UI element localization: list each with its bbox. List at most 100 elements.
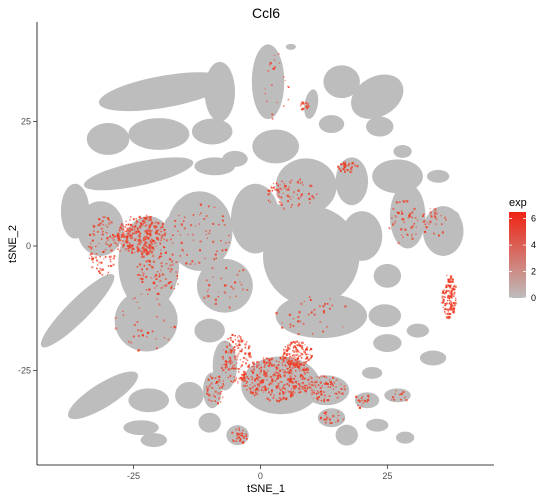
expressing-cell-point: [295, 362, 297, 365]
expressing-cell-point: [208, 398, 211, 401]
expressing-cell-point: [243, 377, 246, 380]
expressing-cell-point: [343, 385, 346, 388]
expressing-cell-point: [262, 379, 265, 382]
expressing-cell-point: [449, 302, 451, 304]
expressing-cell-point: [163, 246, 166, 249]
expressing-cell-point: [277, 195, 280, 198]
expressing-cell-point: [224, 366, 227, 369]
expressing-cell-point: [274, 374, 277, 377]
expressing-cell-point: [276, 377, 279, 380]
expressing-cell-point: [249, 384, 251, 386]
expressing-cell-point: [258, 383, 261, 386]
expressing-cell-point: [121, 223, 123, 225]
expressing-cell-point: [261, 386, 264, 389]
expressing-cell-point: [442, 292, 445, 294]
expressing-cell-point: [97, 270, 100, 273]
expressing-cell-point: [289, 360, 291, 363]
expressing-cell-point: [262, 357, 265, 359]
expressing-cell-point: [304, 387, 306, 389]
expressing-cell-point: [302, 322, 305, 325]
expressing-cell-point: [149, 250, 151, 253]
expressing-cell-point: [145, 253, 148, 256]
expressing-cell-point: [108, 222, 110, 224]
expressing-cell-point: [323, 418, 325, 421]
expressing-cell-point: [149, 223, 152, 226]
expressing-cell-point: [414, 216, 417, 219]
expressing-cell-point: [198, 261, 201, 264]
expressing-cell-point: [246, 385, 248, 387]
expressing-cell-point: [290, 378, 293, 381]
expressing-cell-point: [275, 360, 278, 362]
expressing-cell-point: [253, 365, 255, 368]
expressing-cell-point: [442, 306, 444, 308]
expressing-cell-point: [325, 383, 328, 385]
expressing-cell-point: [300, 302, 303, 305]
cell-cluster: [335, 424, 358, 446]
expressing-cell-point: [155, 221, 158, 224]
expressing-cell-point: [143, 222, 145, 224]
expressing-cell-point: [298, 311, 301, 314]
expressing-cell-point: [160, 226, 162, 229]
expressing-cell-point: [143, 217, 146, 219]
expressing-cell-point: [242, 371, 245, 374]
cell-cluster: [191, 118, 233, 145]
expressing-cell-point: [225, 351, 227, 353]
cell-cluster: [77, 201, 124, 256]
expressing-cell-point: [152, 281, 155, 285]
expressing-cell-point: [235, 345, 237, 347]
expressing-cell-point: [337, 165, 339, 168]
expressing-cell-point: [444, 291, 447, 294]
expressing-cell-point: [298, 203, 301, 206]
expressing-cell-point: [263, 370, 266, 373]
expressing-cell-point: [449, 278, 452, 280]
expressing-cell-point: [104, 249, 107, 251]
expressing-cell-point: [335, 392, 337, 395]
expressing-cell-point: [171, 253, 174, 256]
expressing-cell-point: [174, 219, 177, 222]
expressing-cell-point: [136, 301, 138, 303]
expressing-cell-point: [310, 388, 313, 391]
expressing-cell-point: [449, 317, 451, 319]
expressing-cell-point: [284, 388, 286, 390]
expressing-cell-point: [169, 270, 172, 273]
expressing-cell-point: [279, 398, 282, 401]
expressing-cell-point: [214, 377, 217, 379]
cell-cluster: [252, 129, 300, 164]
expressing-cell-point: [446, 290, 448, 293]
expressing-cell-point: [241, 288, 244, 291]
expressing-cell-point: [138, 235, 141, 238]
expressing-cell-point: [236, 437, 238, 440]
expressing-cell-point: [291, 381, 293, 383]
expressing-cell-point: [402, 236, 404, 238]
expressing-cell-point: [295, 364, 298, 366]
expressing-cell-point: [148, 259, 150, 262]
expressing-cell-point: [266, 376, 268, 378]
expressing-cell-point: [436, 218, 438, 221]
expressing-cell-point: [330, 380, 332, 383]
expressing-cell-point: [214, 400, 216, 402]
expressing-cell-point: [281, 362, 283, 364]
expressing-cell-point: [266, 100, 268, 103]
expressing-cell-point: [291, 394, 294, 397]
expressing-cell-point: [97, 224, 100, 227]
expressing-cell-point: [280, 202, 283, 205]
expressing-cell-point: [153, 225, 155, 227]
expressing-cell-point: [113, 242, 115, 244]
expressing-cell-point: [164, 229, 166, 231]
expressing-cell-point: [335, 386, 337, 388]
expressing-cell-point: [287, 86, 290, 88]
cell-cluster: [351, 74, 404, 119]
expressing-cell-point: [128, 230, 131, 233]
expressing-cell-point: [143, 220, 145, 222]
expressing-cell-point: [309, 184, 312, 187]
expressing-cell-point: [141, 334, 144, 337]
expressing-cell-point: [282, 360, 285, 363]
expressing-cell-point: [325, 411, 328, 414]
expressing-cell-point: [279, 184, 281, 186]
expressing-cell-point: [429, 211, 432, 214]
expressing-cell-point: [158, 255, 161, 258]
expressing-cell-point: [154, 287, 156, 289]
expressing-cell-point: [302, 102, 305, 105]
expressing-cell-point: [93, 225, 96, 228]
expressing-cell-point: [335, 421, 337, 423]
